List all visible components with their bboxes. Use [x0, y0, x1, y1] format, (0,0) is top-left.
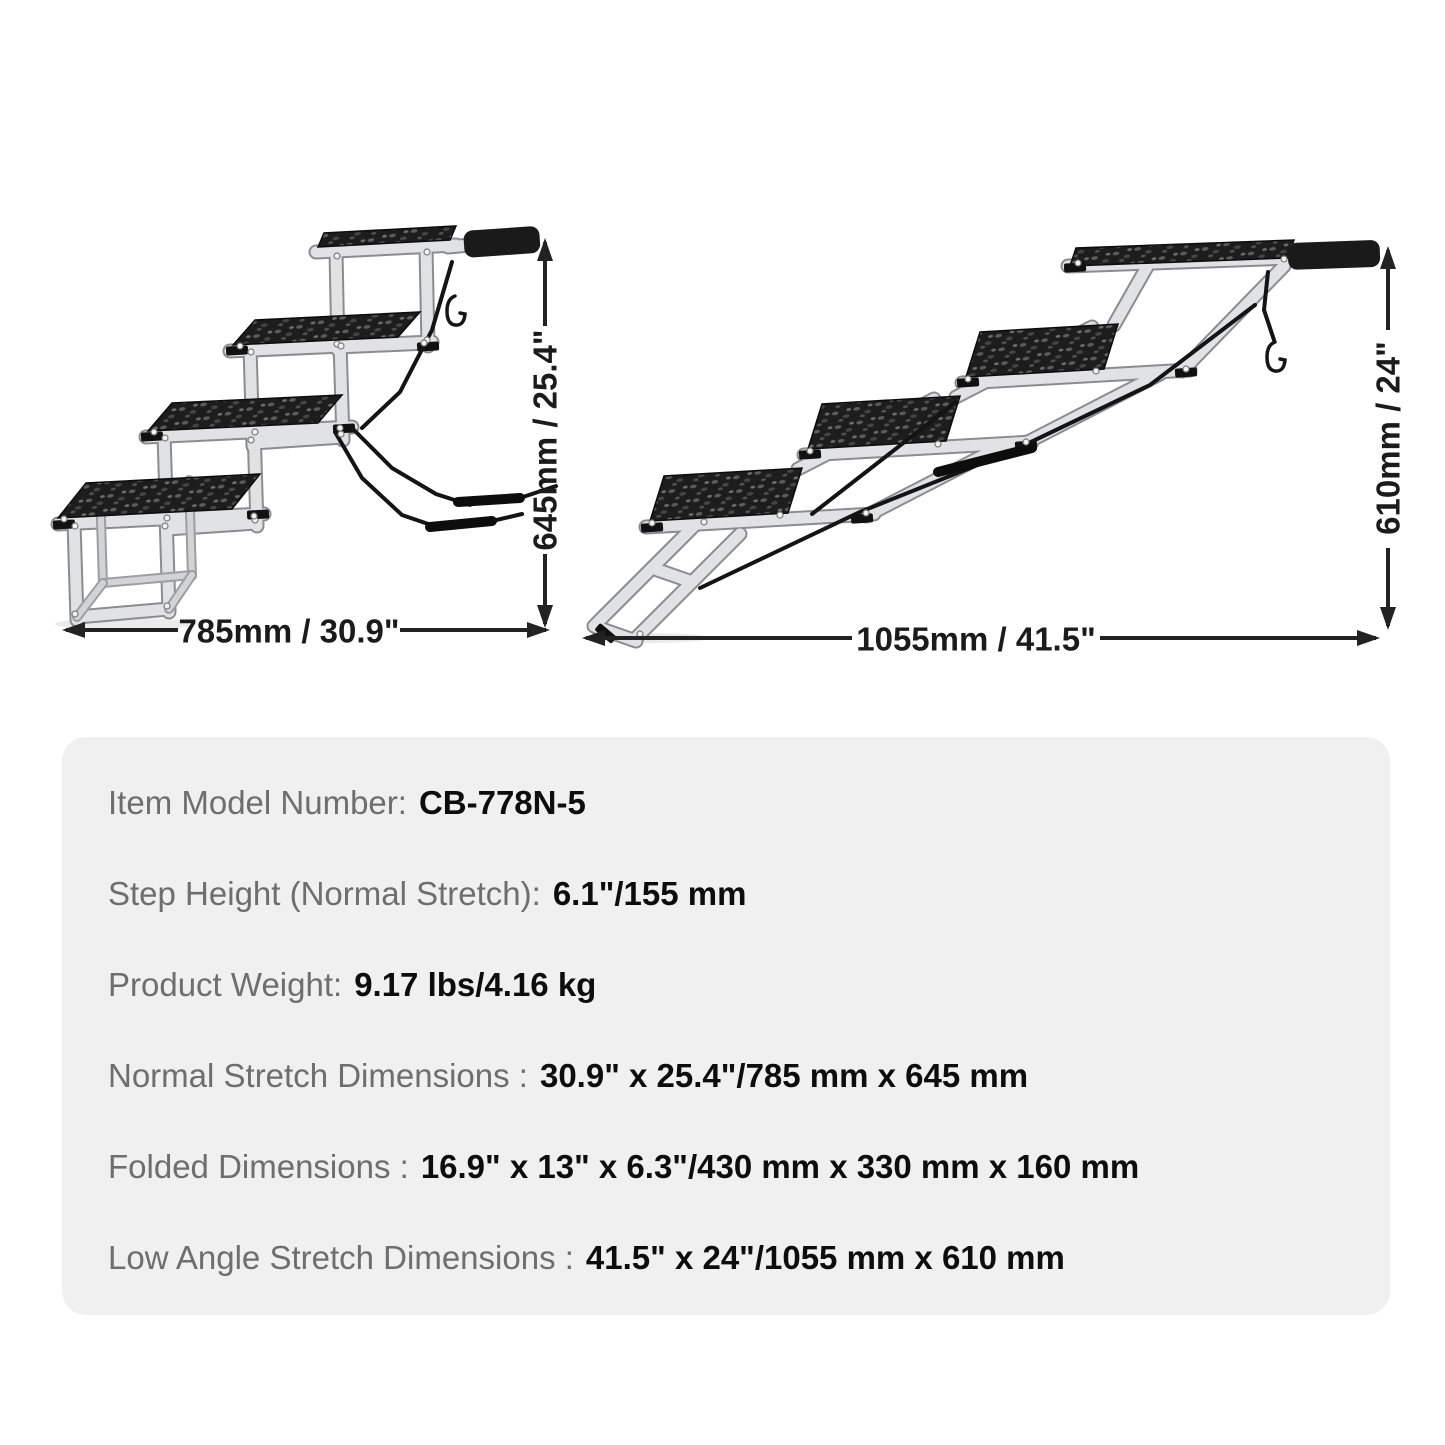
spec-label: Folded Dimensions : — [108, 1147, 409, 1185]
spec-label: Product Weight: — [108, 965, 343, 1003]
arrow-right-icon — [1357, 630, 1380, 646]
right-width-dimension-label: 1055mm / 41.5" — [856, 621, 1095, 658]
arrow-left-icon — [582, 630, 605, 646]
left-height-dimension-label: 645mm / 25.4" — [527, 329, 564, 550]
arrow-left-icon — [62, 622, 85, 638]
spec-row-weight: Product Weight: 9.17 lbs/4.16 kg — [108, 939, 1360, 1030]
spec-label: Item Model Number: — [108, 783, 407, 821]
arrow-right-icon — [527, 622, 550, 638]
spec-panel: Item Model Number: CB-778N-5 Step Height… — [62, 737, 1390, 1315]
spec-row-model: Item Model Number: CB-778N-5 — [108, 757, 1360, 848]
arrow-down-icon — [1380, 607, 1396, 630]
spec-row-low-angle: Low Angle Stretch Dimensions : 41.5" x 2… — [108, 1212, 1360, 1303]
spec-value: 16.9" x 13" x 6.3"/430 mm x 330 mm x 160… — [420, 1147, 1140, 1185]
spec-label: Normal Stretch Dimensions : — [108, 1056, 528, 1094]
left-diagram-dimensions: 785mm / 30.9" 645mm / 25.4" — [62, 238, 564, 650]
stairs-diagrams: 785mm / 30.9" 645mm / 25.4" 1055mm / 41.… — [50, 225, 1407, 658]
arrow-up-icon — [1380, 246, 1396, 269]
arrow-up-icon — [537, 238, 553, 261]
spec-value: 9.17 lbs/4.16 kg — [354, 965, 597, 1003]
spec-value: 30.9" x 25.4"/785 mm x 645 mm — [539, 1056, 1029, 1094]
right-height-dimension-label: 610mm / 24" — [1370, 341, 1407, 535]
spec-label: Step Height (Normal Stretch): — [108, 874, 541, 912]
left-width-dimension-label: 785mm / 30.9" — [178, 613, 399, 650]
spec-row-step-height: Step Height (Normal Stretch): 6.1"/155 m… — [108, 848, 1360, 939]
spec-value: 6.1"/155 mm — [552, 874, 747, 912]
spec-row-normal-stretch: Normal Stretch Dimensions : 30.9" x 25.4… — [108, 1030, 1360, 1121]
stairs-artwork — [50, 225, 1381, 649]
spec-row-folded: Folded Dimensions : 16.9" x 13" x 6.3"/4… — [108, 1121, 1360, 1212]
spec-label: Low Angle Stretch Dimensions : — [108, 1238, 574, 1276]
arrow-down-icon — [537, 605, 553, 628]
spec-value: CB-778N-5 — [418, 783, 586, 821]
right-diagram-dimensions: 1055mm / 41.5" 610mm / 24" — [582, 246, 1407, 658]
spec-value: 41.5" x 24"/1055 mm x 610 mm — [585, 1238, 1065, 1276]
